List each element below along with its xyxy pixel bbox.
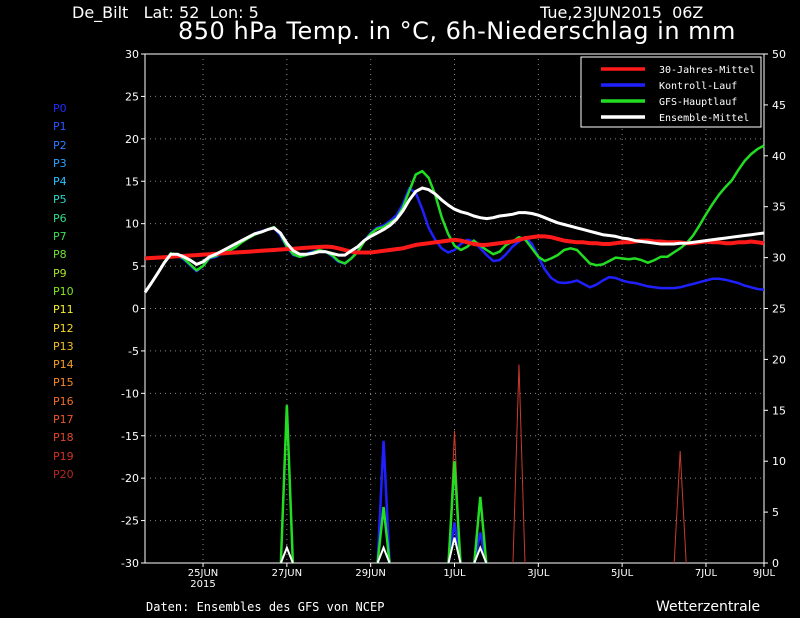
member-label: P0 (53, 102, 67, 115)
y-tick-label-right: 0 (772, 557, 779, 570)
member-label: P7 (53, 230, 67, 244)
member-label: P9 (53, 266, 67, 280)
member-label: P18 (53, 431, 74, 445)
y-tick-label-right: 45 (772, 99, 786, 112)
y-tick-label-right: 35 (772, 201, 786, 214)
precip-spike-gfs-main (447, 461, 462, 564)
x-tick-label: 27JUN (272, 568, 302, 579)
climatology-line (144, 234, 765, 261)
precip-spike-max-member (512, 364, 526, 564)
run-datetime: Tue,23JUN2015 06Z (540, 3, 704, 22)
y-tick-label-left: 25 (125, 90, 139, 103)
y-tick-label-left: 5 (132, 260, 139, 273)
y-tick-label-right: 40 (772, 150, 786, 163)
member-label: P11 (53, 303, 74, 317)
legend-label: 30-Jahres-Mittel (659, 65, 755, 76)
member-label: P12 (53, 321, 74, 335)
y-tick-label-left: -5 (128, 345, 139, 358)
y-tick-label-left: -20 (121, 472, 139, 485)
member-label: P20 (53, 467, 74, 481)
legend-label: Kontroll-Lauf (659, 81, 737, 92)
precip-spike-ensemble-mean (473, 544, 488, 564)
x-tick-label: 3JUL (527, 568, 550, 579)
x-tick-label: 7JUL (695, 568, 718, 579)
y-tick-label-left: 30 (125, 48, 139, 61)
y-tick-label-right: 10 (772, 455, 786, 468)
y-tick-label-left: -15 (121, 430, 139, 443)
member-list: P0 P1 P2 P3 P4 P5 P6 P7 P8 P9 P10 P11 P12 P13 P14 P15 P1… (53, 100, 74, 484)
x-tick-label: 25JUN (188, 568, 218, 579)
x-year-label: 2015 (190, 579, 215, 590)
member-label: P3 (53, 156, 67, 170)
member-label: P14 (53, 358, 74, 372)
member-label: P16 (53, 394, 74, 408)
y-tick-label-right: 30 (772, 252, 786, 265)
station-label: De_Bilt Lat: 52 Lon: 5 (72, 3, 259, 22)
precip-spike-ensemble-mean (376, 544, 391, 564)
precip-spike-ensemble-mean (447, 537, 462, 564)
y-tick-label-right: 25 (772, 303, 786, 316)
y-tick-label-right: 5 (772, 506, 779, 519)
member-label: P4 (53, 175, 67, 189)
y-tick-label-left: 20 (125, 133, 139, 146)
y-tick-label-left: 0 (132, 303, 139, 316)
x-tick-label: 29JUN (355, 568, 385, 579)
chart-title: 850 hPa Temp. in °C, 6h-Niederschlag in … (178, 17, 736, 45)
y-tick-label-left: -25 (121, 515, 139, 528)
legend-label: GFS-Hauptlauf (659, 97, 737, 108)
precip-spike-max-member (673, 450, 687, 564)
y-tick-label-left: 10 (125, 218, 139, 231)
ensemble-mean-line (143, 186, 765, 294)
member-label: P6 (53, 211, 67, 225)
member-label: P2 (53, 138, 67, 152)
plot-frame (144, 53, 765, 564)
legend-label: Ensemble-Mittel (659, 113, 749, 124)
member-label: P5 (53, 193, 67, 207)
member-label: P19 (53, 449, 74, 463)
x-tick-label: 5JUL (611, 568, 634, 579)
y-tick-label-left: -30 (121, 557, 139, 570)
precip-spike-gfs-main (376, 506, 391, 564)
y-tick-label-right: 15 (772, 404, 786, 417)
precip-spike-gfs-main (473, 496, 488, 564)
precip-spike-ensemble-mean (279, 544, 294, 564)
brand-label: Wetterzentrale (656, 599, 761, 615)
precip-spike-gfs-main (279, 405, 295, 564)
data-source-note: Daten: Ensembles des GFS von NCEP (146, 600, 385, 614)
x-tick-label: 9JUL (753, 568, 776, 579)
member-label: P15 (53, 376, 74, 390)
member-label: P8 (53, 248, 67, 262)
y-tick-label-right: 50 (772, 48, 786, 61)
precip-spike-control-run (376, 440, 391, 564)
member-label: P10 (53, 284, 74, 298)
y-tick-label-right: 20 (772, 353, 786, 366)
y-tick-label-left: 15 (125, 175, 139, 188)
member-label: P13 (53, 339, 74, 353)
y-tick-label-left: -10 (121, 387, 139, 400)
x-tick-label: 1JUL (443, 568, 466, 579)
member-label: P17 (53, 413, 74, 427)
member-label: P1 (53, 120, 67, 134)
